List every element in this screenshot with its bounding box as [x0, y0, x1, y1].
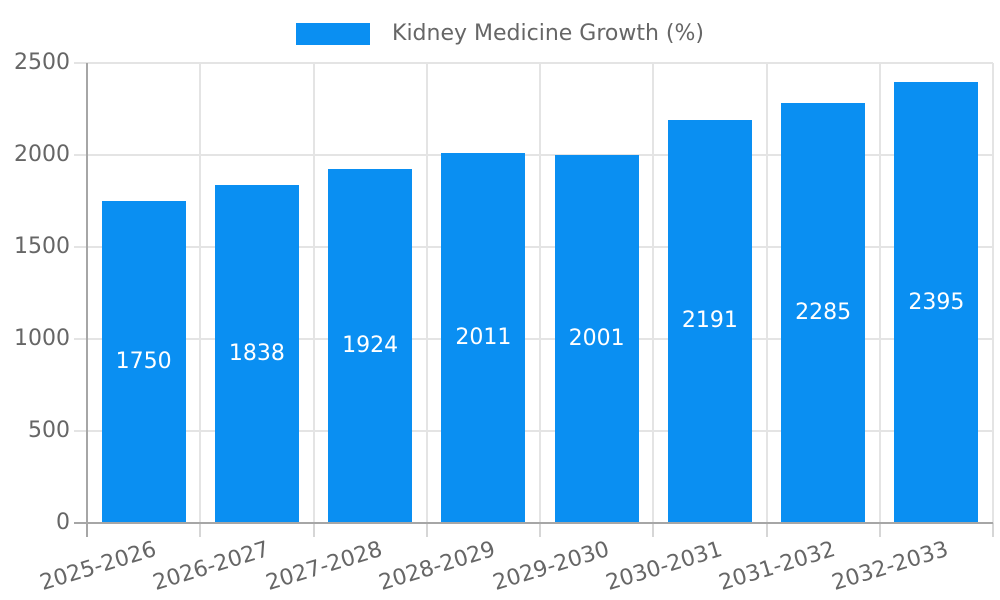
gridline-vertical — [992, 63, 994, 523]
bar-2027-2028 — [328, 168, 413, 523]
gridline-horizontal — [74, 246, 993, 248]
bar-value-label: 1750 — [115, 349, 172, 374]
bar-value-label: 2011 — [455, 324, 512, 350]
x-axis-tick — [878, 523, 881, 537]
y-axis-tick-label: 2000 — [14, 142, 70, 167]
bar-value-label: 2395 — [908, 289, 965, 315]
gridline-vertical — [765, 63, 768, 523]
x-axis-tick — [992, 523, 994, 537]
bar-2032-2033 — [894, 82, 979, 523]
bar-value-label: 1924 — [342, 332, 399, 358]
x-axis-tick-label: 2029-2030 — [489, 537, 612, 596]
x-axis-tick-label: 2030-2031 — [603, 537, 726, 596]
y-axis-tick-label: 1500 — [14, 234, 70, 259]
bar-2028-2029 — [441, 152, 526, 523]
y-axis-tick-label: 2500 — [14, 50, 70, 75]
x-axis-tick-label: 2032-2033 — [829, 537, 952, 596]
x-axis-tick-label: 2026-2027 — [150, 537, 273, 596]
gridline-vertical — [539, 63, 541, 523]
bar-2031-2032 — [781, 102, 866, 523]
x-axis-tick-label: 2025-2026 — [36, 537, 159, 596]
x-axis-tick-label: 2028-2029 — [376, 537, 499, 596]
bar-2030-2031 — [667, 119, 752, 523]
gridline-horizontal — [74, 154, 993, 156]
gridline-vertical — [878, 63, 881, 523]
gridline-horizontal — [74, 62, 993, 64]
bar-2026-2027 — [214, 184, 299, 523]
bar-value-label: 1838 — [228, 340, 285, 366]
chart-legend[interactable]: Kidney Medicine Growth (%) — [0, 23, 1000, 45]
bar-2029-2030 — [554, 154, 639, 523]
x-axis-tick — [765, 523, 768, 537]
y-axis-tick-label: 1000 — [14, 326, 70, 351]
gridline-horizontal — [74, 430, 993, 432]
gridline-horizontal — [74, 338, 993, 340]
x-axis-tick — [199, 523, 202, 537]
y-axis-tick-label: 500 — [28, 418, 70, 443]
bar-value-label: 2191 — [681, 308, 738, 334]
x-axis-tick — [652, 523, 655, 537]
legend-swatch — [296, 23, 371, 45]
bar-value-label: 2001 — [568, 325, 625, 351]
x-axis-baseline — [74, 522, 993, 524]
x-axis-tick — [425, 523, 428, 537]
gridline-vertical — [425, 63, 428, 523]
x-axis-tick — [539, 523, 541, 537]
gridline-vertical — [199, 63, 202, 523]
bar-2025-2026 — [101, 201, 186, 523]
gridline-vertical — [312, 63, 315, 523]
gridline-vertical — [652, 63, 655, 523]
bar-value-label: 2285 — [795, 299, 852, 325]
y-axis-tick-label: 0 — [56, 510, 70, 535]
x-axis-tick-label: 2031-2032 — [716, 537, 839, 596]
legend-label: Kidney Medicine Growth (%) — [392, 21, 704, 46]
x-axis-tick — [312, 523, 315, 537]
x-axis-tick-label: 2027-2028 — [263, 537, 386, 596]
y-axis-line — [86, 63, 88, 537]
